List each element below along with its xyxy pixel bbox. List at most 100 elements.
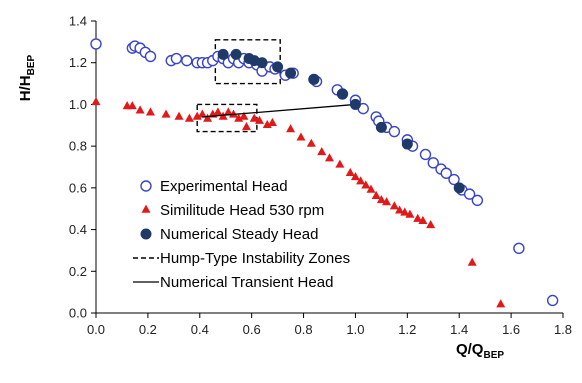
- similitude-head-point: [197, 109, 207, 118]
- similitude-head-point: [184, 113, 194, 122]
- numerical-transient-head-line: [202, 103, 356, 118]
- similitude-head-point: [395, 205, 405, 214]
- similitude-head-point: [345, 167, 355, 177]
- similitude-head-point: [376, 195, 386, 204]
- x-axis-label-sub: BEP: [483, 350, 504, 361]
- similitude-head-point: [249, 113, 259, 122]
- legend-label: Similitude Head 530 rpm: [160, 202, 324, 219]
- legend: Experimental Head Similitude Head 530 rpm…: [133, 178, 350, 291]
- experimental-head-point: [513, 242, 525, 255]
- x-tick-label: 1.0: [346, 322, 364, 337]
- x-tick-label: 1.2: [398, 322, 416, 337]
- similitude-head-point: [413, 213, 423, 222]
- similitude-head-point: [405, 209, 415, 218]
- experimental-head-point: [90, 38, 102, 50]
- y-tick-label: 1.2: [69, 55, 87, 70]
- legend-label: Numerical Transient Head: [160, 274, 333, 291]
- y-tick-label: 1.4: [69, 14, 87, 29]
- numerical-steady-head-point: [308, 73, 320, 85]
- x-axis-label: Q/QBEP: [456, 341, 504, 361]
- similitude-head-point: [262, 119, 272, 129]
- legend-label: Experimental Head: [160, 178, 288, 195]
- legend-label: Numerical Steady Head: [160, 226, 318, 243]
- experimental-head-point: [144, 50, 157, 63]
- experimental-head-point: [181, 54, 193, 67]
- similitude-head-point: [223, 107, 233, 116]
- similitude-head-point: [426, 220, 436, 229]
- experimental-head-point: [448, 173, 460, 186]
- similitude-head-point: [234, 113, 244, 122]
- numerical-steady-head-point: [256, 57, 268, 69]
- data-marks: [90, 38, 559, 308]
- similitude-head-point: [229, 109, 239, 118]
- x-tick-label: 1.8: [554, 322, 572, 337]
- similitude-head-point: [254, 115, 264, 124]
- similitude-head-point: [418, 215, 428, 224]
- numerical-steady-head-point: [336, 88, 348, 100]
- x-tick-label: 0.4: [191, 322, 209, 337]
- legend-numerical-steady-symbol: [140, 228, 152, 240]
- y-axis-label-sub: BEP: [26, 54, 37, 75]
- axes: 0.0 0.2 0.4 0.6 0.8 1.0 1.2 1.4 1.6 1.8 0.0 0.2 0.4 0…: [69, 14, 572, 338]
- experimental-head-point: [427, 157, 439, 169]
- y-tick-label: 0.8: [69, 139, 87, 154]
- similitude-head-point: [306, 138, 316, 147]
- similitude-head-point: [145, 107, 155, 116]
- y-tick-label: 0.4: [69, 222, 87, 237]
- experimental-head-point: [546, 294, 559, 307]
- similitude-head-point: [213, 107, 223, 116]
- similitude-head-point: [356, 176, 366, 185]
- similitude-head-point: [192, 111, 202, 120]
- similitude-head-point: [267, 117, 277, 126]
- experimental-head-point: [388, 125, 401, 138]
- similitude-head-point: [366, 184, 376, 193]
- numerical-steady-head-point: [272, 61, 284, 73]
- similitude-head-point: [91, 96, 101, 106]
- similitude-head-point: [400, 207, 410, 216]
- legend-similitude-symbol: [141, 204, 151, 213]
- experimental-head-point: [170, 52, 183, 65]
- experimental-head-point: [440, 167, 452, 179]
- y-tick-label: 0.6: [69, 180, 87, 195]
- x-tick-label: 0.2: [139, 322, 157, 337]
- similitude-head-point: [174, 111, 184, 120]
- numerical-steady-head-point: [230, 48, 242, 60]
- numerical-steady-head-point: [401, 138, 413, 150]
- x-axis-label-main: Q/Q: [456, 341, 484, 358]
- numerical-steady-head-point: [217, 48, 229, 60]
- x-tick-label: 1.4: [450, 322, 468, 337]
- similitude-head-point: [127, 101, 137, 110]
- experimental-head-point: [471, 194, 484, 207]
- x-tick-label: 0.0: [87, 322, 105, 337]
- legend-label: Hump-Type Instability Zones: [160, 250, 350, 267]
- similitude-head-point: [239, 111, 249, 120]
- similitude-head-point: [361, 180, 371, 189]
- similitude-head-point: [317, 147, 327, 156]
- similitude-head-point: [203, 113, 213, 122]
- numerical-steady-head-point: [453, 182, 465, 194]
- x-tick-label: 0.6: [243, 322, 261, 337]
- similitude-head-point: [335, 159, 345, 168]
- similitude-head-point: [161, 109, 171, 118]
- y-axis-label: H/HBEP: [17, 54, 37, 101]
- numerical-steady-head-point: [349, 98, 361, 110]
- y-tick-label: 0.0: [69, 306, 87, 321]
- numerical-steady-head-point: [375, 121, 387, 133]
- y-axis-label-main: H/H: [17, 75, 34, 101]
- x-tick-label: 0.8: [295, 322, 313, 337]
- similitude-head-point: [135, 105, 145, 114]
- experimental-head-point: [463, 188, 476, 200]
- legend-experimental-symbol: [140, 180, 152, 192]
- numerical-steady-head-point: [285, 67, 297, 79]
- similitude-head-point: [496, 299, 506, 308]
- y-tick-label: 0.2: [69, 264, 87, 279]
- experimental-head-point: [419, 148, 432, 161]
- similitude-head-point: [296, 132, 306, 141]
- similitude-head-point: [371, 190, 381, 199]
- similitude-head-point: [241, 122, 251, 131]
- similitude-head-point: [325, 153, 334, 162]
- similitude-head-point: [350, 172, 360, 181]
